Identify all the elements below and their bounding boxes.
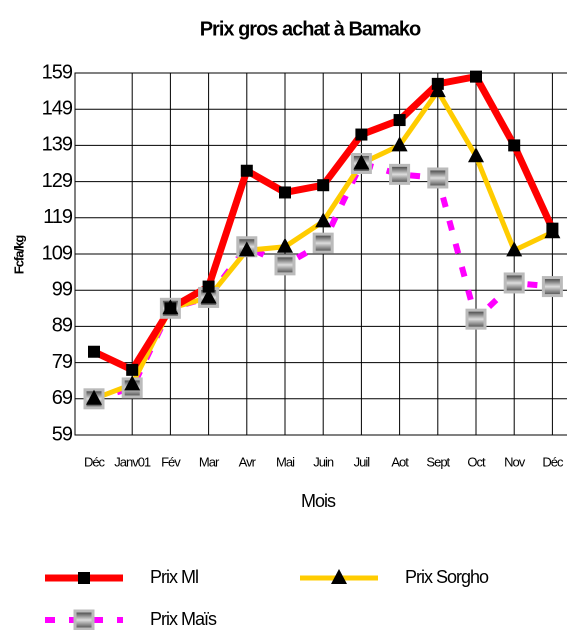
y-tick-label: 119 bbox=[43, 206, 73, 228]
marker bbox=[315, 212, 332, 228]
legend-label: Prix Ml bbox=[150, 567, 198, 587]
y-tick-label: 149 bbox=[42, 97, 73, 119]
marker bbox=[506, 241, 523, 257]
marker bbox=[427, 167, 449, 189]
chart-title: Prix gros achat à Bamako bbox=[200, 18, 421, 40]
x-tick-label: Janv01 bbox=[114, 454, 151, 469]
marker bbox=[503, 272, 525, 294]
x-axis-label: Mois bbox=[301, 491, 336, 511]
marker bbox=[279, 186, 291, 199]
y-tick-label: 99 bbox=[52, 278, 73, 300]
x-tick-label: Juin bbox=[313, 454, 334, 469]
marker bbox=[468, 147, 484, 163]
marker bbox=[202, 280, 215, 293]
marker bbox=[331, 569, 347, 584]
marker bbox=[389, 163, 411, 185]
y-tick-label: 129 bbox=[42, 170, 73, 192]
marker bbox=[317, 179, 330, 192]
y-tick-label: 139 bbox=[42, 134, 73, 156]
marker bbox=[88, 345, 100, 358]
marker bbox=[86, 389, 102, 405]
marker bbox=[238, 241, 255, 257]
y-tick-label: 69 bbox=[52, 387, 73, 409]
y-axis-label: Fcfa/kg bbox=[11, 235, 26, 275]
marker bbox=[431, 77, 444, 90]
y-tick-label: 79 bbox=[52, 351, 73, 373]
marker bbox=[393, 114, 406, 127]
marker bbox=[465, 308, 487, 330]
marker bbox=[391, 136, 408, 152]
y-tick-label: 159 bbox=[42, 61, 73, 83]
marker bbox=[73, 609, 95, 630]
x-tick-label: Nov bbox=[504, 454, 526, 469]
y-tick-label: 89 bbox=[52, 315, 73, 337]
x-tick-label: Déc bbox=[542, 454, 564, 469]
marker bbox=[78, 572, 90, 584]
marker bbox=[277, 237, 293, 253]
marker bbox=[312, 232, 334, 254]
marker bbox=[274, 254, 296, 276]
marker bbox=[200, 288, 217, 304]
x-tick-label: Sept bbox=[426, 454, 450, 469]
y-tick-label: 109 bbox=[42, 242, 73, 264]
x-tick-label: Oct bbox=[467, 454, 486, 469]
marker bbox=[353, 154, 370, 170]
x-tick-label: Aot bbox=[391, 454, 409, 469]
x-tick-label: Mai bbox=[276, 454, 295, 469]
x-tick-label: Avr bbox=[239, 454, 257, 469]
legend-label: Prix Maïs bbox=[150, 609, 217, 629]
marker bbox=[546, 222, 559, 235]
marker bbox=[124, 375, 141, 391]
marker bbox=[541, 276, 563, 298]
x-tick-label: Déc bbox=[84, 454, 106, 469]
x-tick-label: Fév bbox=[161, 454, 181, 469]
plot-frame bbox=[74, 72, 567, 436]
legend-label: Prix Sorgho bbox=[405, 567, 489, 587]
marker bbox=[470, 70, 482, 83]
x-tick-label: Juil bbox=[354, 454, 371, 469]
marker bbox=[355, 128, 368, 141]
marker bbox=[126, 363, 139, 376]
marker bbox=[508, 139, 521, 152]
y-tick-label: 59 bbox=[52, 423, 73, 445]
marker bbox=[240, 164, 253, 177]
x-tick-label: Mar bbox=[199, 454, 220, 469]
marker bbox=[164, 302, 177, 315]
